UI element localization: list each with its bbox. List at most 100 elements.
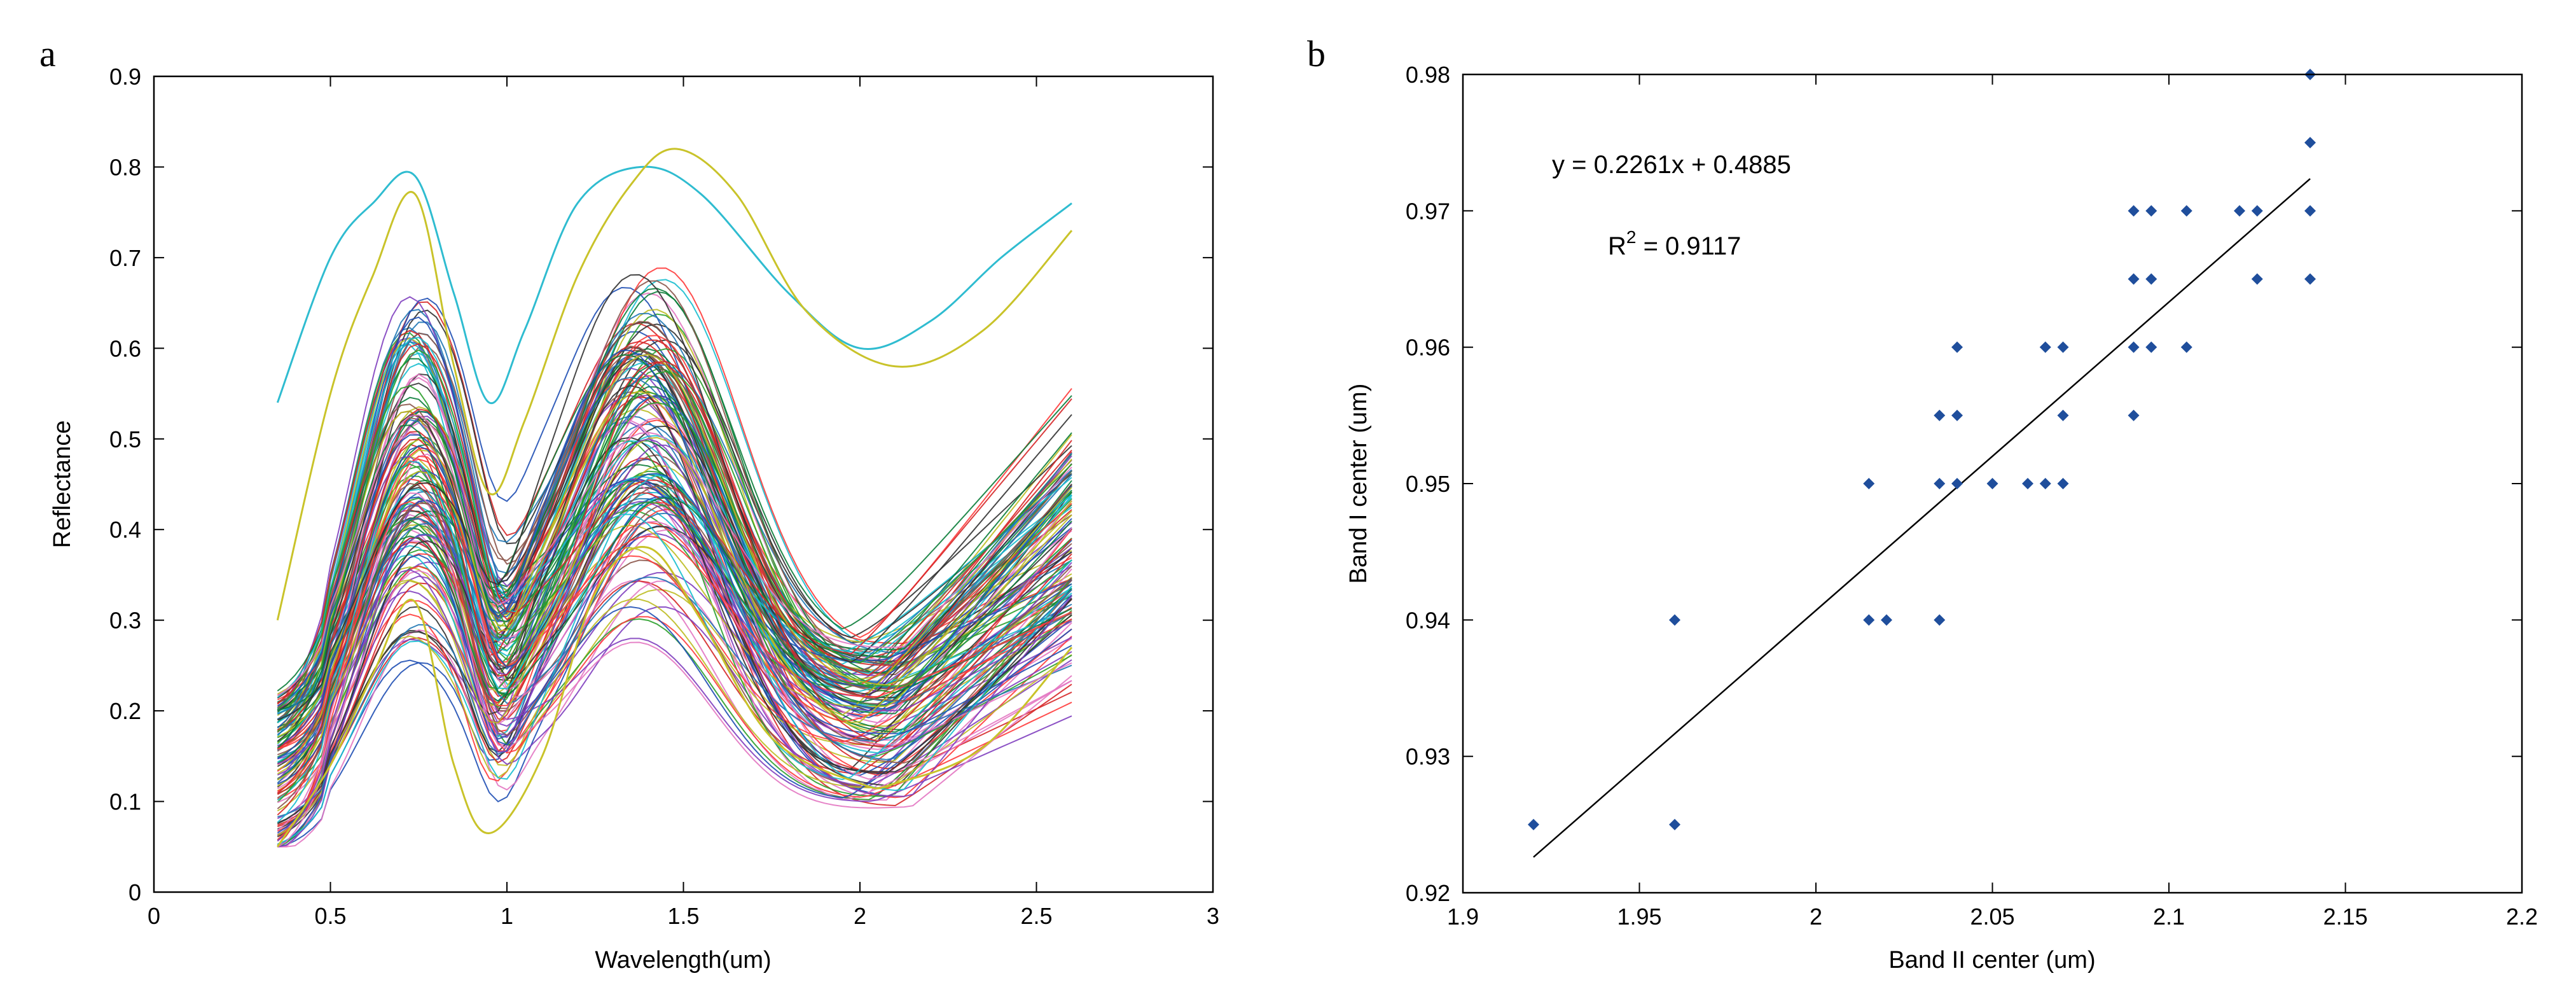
r-squared: R2 = 0.9117 <box>1608 227 1741 260</box>
data-point <box>2251 205 2263 217</box>
chart-a-y-label: Reflectance <box>49 421 76 548</box>
data-point <box>2234 205 2245 217</box>
spectrum-line <box>277 349 1072 732</box>
data-point <box>2180 341 2192 353</box>
spectrum-line <box>277 437 1072 824</box>
chart-a-y-tick-label: 0.6 <box>109 335 141 361</box>
chart-b-y-axis: 0.92 0.93 0.94 0.95 0.96 0.97 0.98 <box>1406 62 2522 906</box>
spectrum-line <box>277 478 1072 841</box>
data-point <box>1934 409 1946 421</box>
spectrum-line <box>277 524 1072 848</box>
data-point <box>2057 409 2069 421</box>
chart-b-points <box>1528 69 2316 830</box>
data-point <box>1951 478 1963 489</box>
spectrum-line <box>277 288 1072 692</box>
chart-b-y-tick-label: 0.97 <box>1406 198 1450 224</box>
data-point <box>2180 205 2192 217</box>
spectrum-line <box>277 280 1072 708</box>
spectrum-line <box>277 501 1072 765</box>
chart-a-y-tick-label: 0 <box>128 879 141 905</box>
chart-b-y-tick-label: 0.93 <box>1406 744 1450 770</box>
spectrum-line <box>277 504 1072 837</box>
spectrum-line <box>277 361 1072 794</box>
chart-a-y-tick-label: 0.1 <box>109 789 141 815</box>
chart-b-x-tick-label: 1.9 <box>1447 904 1479 930</box>
panel-a-label: a <box>39 33 56 74</box>
chart-a-y-tick-label: 0.5 <box>109 426 141 452</box>
data-point <box>2128 273 2140 285</box>
spectrum-line <box>277 377 1072 715</box>
chart-a-y-tick-label: 0.3 <box>109 608 141 634</box>
chart-a-y-tick-label: 0.4 <box>109 517 141 543</box>
chart-b-y-tick-label: 0.94 <box>1406 607 1450 633</box>
spectrum-line <box>277 340 1072 749</box>
fit-line <box>1533 178 2311 858</box>
chart-a-y-tick-label: 0.9 <box>109 64 141 90</box>
data-point <box>1951 409 1963 421</box>
chart-a-spectra-bundle <box>277 267 1072 848</box>
data-point <box>2128 341 2140 353</box>
data-point <box>1669 818 1680 830</box>
spectrum-line <box>277 455 1072 792</box>
spectrum-line <box>277 482 1072 809</box>
spectrum-line <box>277 339 1072 711</box>
data-point <box>1863 614 1875 626</box>
r-squared-exponent: 2 <box>1626 227 1637 247</box>
data-point <box>2251 273 2263 285</box>
data-point <box>1986 478 1998 489</box>
spectrum-line <box>277 520 1072 804</box>
data-point <box>2145 341 2157 353</box>
spectrum-line <box>277 394 1072 771</box>
data-point <box>2039 478 2051 489</box>
chart-a-x-axis: 0 0.5 1 1.5 2 2.5 3 <box>148 76 1219 929</box>
chart-a-y-axis: 0 0.1 0.2 0.3 0.4 0.5 0.6 0.7 0.8 0.9 <box>109 64 1213 905</box>
spectrum-line <box>277 419 1072 784</box>
chart-a-x-label: Wavelength(um) <box>595 947 771 974</box>
data-point <box>2128 409 2140 421</box>
data-point <box>1951 341 1963 353</box>
spectrum-line <box>277 363 1072 709</box>
data-point <box>1863 478 1875 489</box>
chart-a-x-tick-label: 1 <box>501 903 513 929</box>
chart-a-y-tick-label: 0.2 <box>109 698 141 724</box>
spectrum-line <box>277 440 1072 841</box>
chart-b-x-tick-label: 2.15 <box>2323 904 2367 930</box>
spectrum-line <box>277 391 1072 771</box>
spectrum-line <box>277 385 1072 710</box>
spectrum-line <box>277 485 1072 756</box>
chart-b-y-tick-label: 0.92 <box>1406 880 1450 906</box>
spectrum-line <box>277 414 1072 742</box>
chart-b-y-tick-label: 0.98 <box>1406 62 1450 88</box>
data-point <box>2304 273 2316 285</box>
spectrum-line <box>277 386 1072 781</box>
data-point <box>2057 341 2069 353</box>
chart-b-y-tick-label: 0.95 <box>1406 471 1450 497</box>
data-point <box>1528 818 1539 830</box>
spectrum-line <box>277 491 1072 801</box>
chart-a-x-tick-label: 0 <box>148 903 160 929</box>
chart-a-y-tick-label: 0.8 <box>109 154 141 180</box>
chart-b-y-tick-label: 0.96 <box>1406 335 1450 361</box>
chart-b-x-tick-label: 2.05 <box>1970 904 2014 930</box>
data-point <box>2022 478 2033 489</box>
chart-b-x-tick-label: 2 <box>1810 904 1822 930</box>
spectrum-line <box>277 512 1072 818</box>
chart-b-x-tick-label: 1.95 <box>1617 904 1661 930</box>
chart-a-x-tick-label: 2 <box>854 903 866 929</box>
chart-b: 1.9 1.95 2 2.05 2.1 2.15 2.2 0.920.930.940.950… <box>1345 62 2538 974</box>
data-point <box>1934 478 1946 489</box>
spectrum-line <box>277 461 1072 823</box>
data-point <box>2057 478 2069 489</box>
spectrum-highlight-line <box>277 546 1073 848</box>
spectrum-line <box>277 492 1072 848</box>
data-point <box>1934 614 1946 626</box>
chart-a-x-tick-label: 1.5 <box>667 903 699 929</box>
spectrum-line <box>277 434 1072 707</box>
data-point <box>2304 137 2316 149</box>
data-point <box>2145 273 2157 285</box>
spectrum-line <box>277 365 1072 779</box>
chart-b-x-label: Band II center (um) <box>1888 947 2095 974</box>
data-point <box>2304 205 2316 217</box>
spectrum-line <box>277 445 1072 760</box>
